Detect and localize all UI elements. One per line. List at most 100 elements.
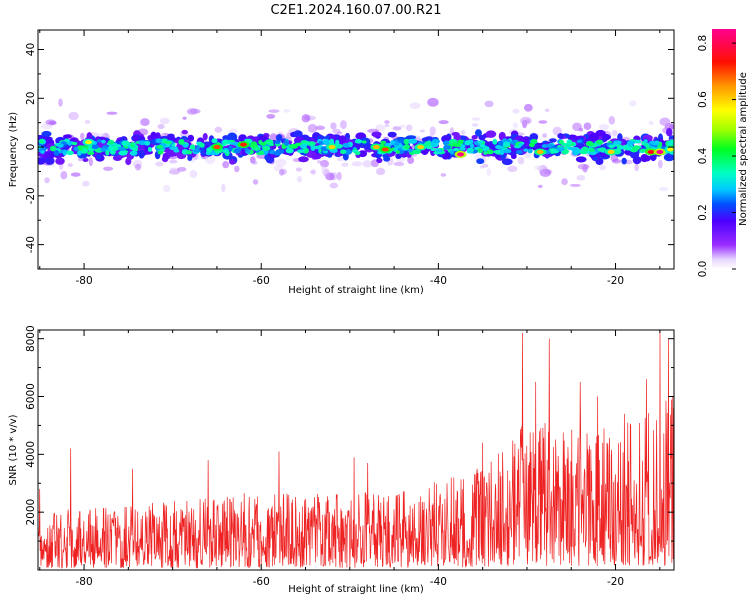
spectrogram-cell	[300, 140, 309, 144]
spectrogram-cell	[626, 140, 636, 145]
snr-ticks: -80 -60 -40 -20 2000 4000 6000 8000	[25, 325, 674, 588]
spectrogram-cell	[144, 140, 151, 146]
spectrogram-cell	[283, 109, 291, 113]
spectrogram-cell	[67, 163, 73, 167]
spectrogram-cell	[296, 176, 303, 183]
spectrogram-cell	[105, 150, 110, 156]
spectrogram-cell	[471, 123, 479, 127]
spectrogram-cell	[62, 134, 72, 139]
spectrogram-cell	[177, 166, 187, 172]
spectrogram-cell	[384, 120, 390, 124]
spectrogram-hotspot	[213, 145, 221, 150]
spectrogram-cell	[557, 133, 564, 139]
spectrogram-cell	[634, 163, 639, 172]
spectrogram-cell	[510, 146, 516, 152]
spectrogram-cell	[298, 156, 309, 163]
spectrogram-cell	[202, 133, 208, 141]
spectrogram-cell	[77, 145, 84, 150]
spectrogram-cell	[310, 168, 317, 176]
spectrogram-cell	[82, 180, 90, 187]
spectrogram-cell	[189, 170, 198, 179]
spectrogram-cell	[344, 132, 351, 141]
spectrogram-cell	[484, 100, 494, 108]
spectrogram-cell	[163, 140, 173, 145]
spectrogram-cell	[430, 141, 439, 148]
spectrogram-cell	[293, 130, 303, 138]
spectrogram-cell	[40, 123, 53, 130]
spectrogram-cell	[189, 144, 196, 150]
colorbar-tick-label: 0.8	[697, 35, 709, 52]
spectrogram-cell	[228, 145, 233, 152]
spectrogram-cell	[576, 174, 586, 181]
spectrogram-cell	[575, 156, 587, 163]
spectrogram-cell	[357, 150, 368, 158]
spectrogram-cell	[561, 178, 568, 186]
spectrogram-cell	[155, 161, 164, 167]
spectrogram-cell	[300, 143, 308, 149]
spectrogram-cell	[250, 141, 258, 148]
spectrogram-panel: -80 -60 -40 -20 -40 -20 0 20 40 Height of straig…	[8, 29, 675, 296]
spectrogram-cell	[441, 152, 449, 160]
spectrogram-cell	[199, 142, 205, 148]
spectrogram-cell	[107, 139, 115, 145]
spectrogram-cell	[336, 156, 345, 162]
spectrogram-cell	[608, 144, 616, 149]
spectrogram-cell	[351, 161, 363, 167]
spectrogram-cell	[186, 108, 198, 115]
spectrogram-cell	[330, 122, 337, 130]
spectrogram-cell	[192, 149, 201, 153]
spectrogram-cell	[498, 140, 504, 146]
spectrogram-cell	[530, 139, 538, 145]
spectrogram-cell	[597, 148, 607, 152]
y-tick-label-snr: 8000	[25, 325, 37, 352]
snr-series-line	[38, 330, 674, 569]
spectrogram-cell	[205, 155, 216, 165]
spectrogram-cell	[307, 141, 316, 146]
spectrogram-cell	[424, 141, 432, 147]
spectrogram-cell	[479, 165, 484, 169]
spectrogram-cell	[229, 159, 236, 165]
spectrogram-cell	[544, 108, 550, 112]
spectrogram-cell	[492, 138, 498, 145]
spectrogram-cell	[100, 139, 106, 144]
spectrogram-cell	[497, 146, 505, 150]
spectrogram-cell	[181, 129, 188, 135]
spectrogram-hotspot	[84, 140, 92, 145]
spectrogram-cell	[629, 100, 637, 107]
spectrogram-cell	[542, 133, 548, 138]
spectrogram-cell	[39, 138, 45, 144]
spectrogram-cell	[464, 140, 471, 146]
spectrogram-cell	[336, 171, 342, 181]
colorbar-tick-label: 0.2	[697, 204, 709, 221]
spectrogram-cell	[167, 133, 175, 139]
spectrogram-cell	[409, 102, 421, 109]
spectrogram-cell	[91, 145, 99, 150]
spectrogram-cell	[125, 157, 132, 166]
spectrogram-cell	[206, 147, 213, 153]
spectrogram-cell	[244, 147, 250, 151]
spectrogram-cell	[501, 141, 511, 147]
colorbar-gradient	[712, 29, 736, 269]
spectrogram-cell	[53, 149, 60, 156]
spectrogram-cell	[435, 149, 443, 153]
spectrogram-cell	[311, 154, 322, 160]
spectrogram-cell	[588, 151, 598, 156]
spectrogram-cell	[453, 133, 462, 141]
spectrogram-cell	[182, 143, 189, 148]
spectrogram-cell	[523, 148, 529, 152]
spectrogram-cell	[376, 167, 386, 176]
spectrogram-cell	[150, 131, 157, 140]
spectrogram-cell	[561, 142, 568, 147]
spectrogram-hotspot	[381, 147, 389, 152]
spectrogram-cell	[460, 129, 466, 135]
x-tick-label-snr: -60	[253, 576, 270, 588]
spectrogram-cell	[106, 111, 118, 115]
colorbar-ticks: 0.0 0.2 0.4 0.6 0.8	[697, 35, 736, 277]
spectrogram-hotspot	[328, 145, 336, 150]
spectrogram-cell	[187, 134, 195, 142]
spectrogram-cell	[523, 103, 533, 112]
chart-title: C2E1.2024.160.07.00.R21	[270, 3, 441, 18]
spectrogram-cell	[321, 165, 326, 174]
spectrogram-cell	[595, 139, 604, 145]
spectrogram-cell	[632, 156, 642, 165]
